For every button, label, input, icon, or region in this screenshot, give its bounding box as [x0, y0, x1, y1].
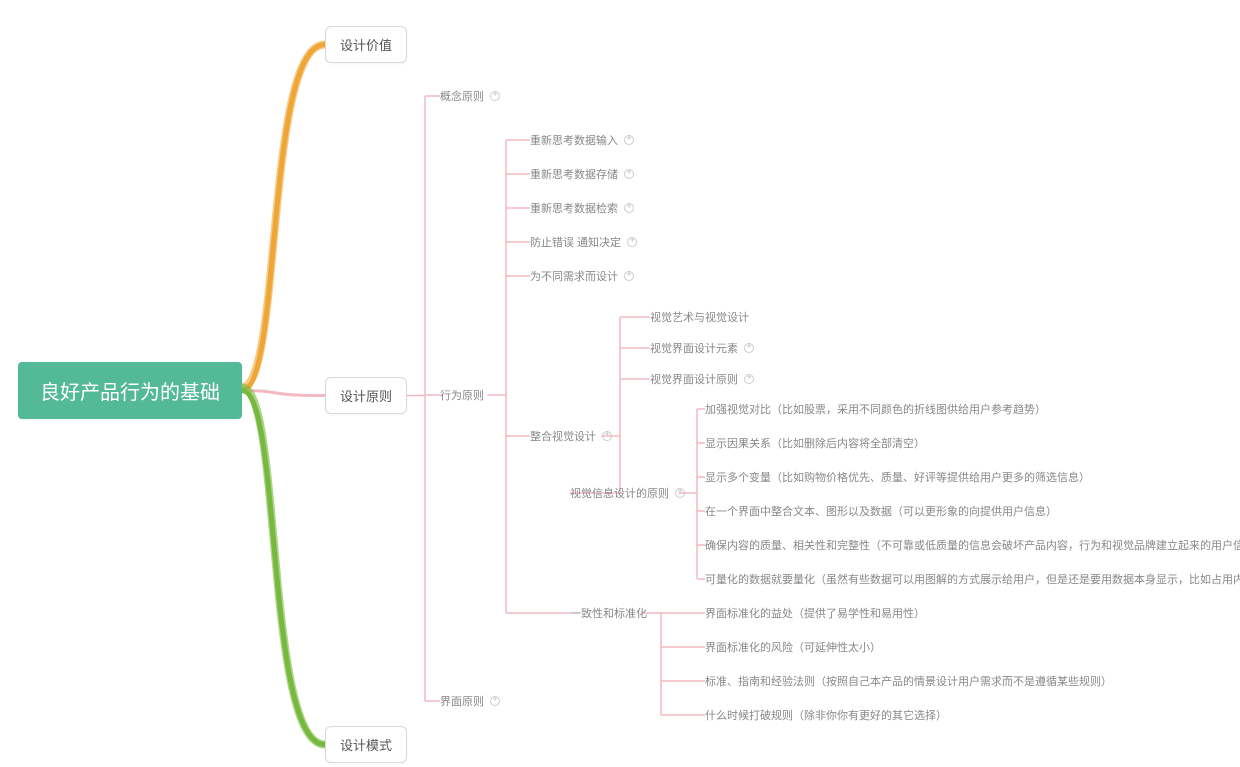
expand-icon[interactable]: [627, 237, 637, 247]
level1-v2[interactable]: 设计原则: [325, 377, 407, 414]
behavior-b6: 整合视觉设计: [530, 428, 612, 444]
expand-icon[interactable]: [624, 271, 634, 281]
consistency-cs4: 什么时候打破规则（除非你你有更好的其它选择）: [705, 707, 947, 723]
visualdesign-vd3: 视觉界面设计原则: [650, 371, 754, 387]
consistency-cs2: 界面标准化的风险（可延伸性太小）: [705, 639, 881, 655]
visualinfo-vi4: 在一个界面中整合文本、图形以及数据（可以更形象的向提供用户信息）: [705, 503, 1057, 519]
behavior-b7: 一致性和标准化: [570, 605, 647, 621]
expand-icon[interactable]: [675, 488, 685, 498]
level1-v1[interactable]: 设计价值: [325, 26, 407, 63]
visualinfo-vi6: 可量化的数据就要量化（虽然有些数据可以用图解的方式展示给用户，但是还是要用数据本…: [705, 571, 1240, 587]
expand-icon[interactable]: [744, 343, 754, 353]
expand-icon[interactable]: [490, 91, 500, 101]
expand-icon[interactable]: [602, 431, 612, 441]
expand-icon[interactable]: [624, 203, 634, 213]
visualinfo-vi2: 显示因果关系（比如删除后内容将全部清空）: [705, 435, 925, 451]
consistency-cs3: 标准、指南和经验法则（按照自己本产品的情景设计用户需求而不是遵循某些规则）: [705, 673, 1112, 689]
behavior-b3: 重新思考数据检索: [530, 200, 634, 216]
principle-c3: 界面原则: [440, 693, 500, 709]
behavior-b1: 重新思考数据输入: [530, 132, 634, 148]
behavior-b2: 重新思考数据存储: [530, 166, 634, 182]
visualdesign-vd2: 视觉界面设计元素: [650, 340, 754, 356]
behavior-b4: 防止错误 通知决定: [530, 234, 637, 250]
expand-icon[interactable]: [624, 135, 634, 145]
expand-icon[interactable]: [744, 374, 754, 384]
expand-icon[interactable]: [624, 169, 634, 179]
principle-c1: 概念原则: [440, 88, 500, 104]
expand-icon[interactable]: [490, 696, 500, 706]
level1-v3[interactable]: 设计模式: [325, 726, 407, 763]
visualinfo-vi3: 显示多个变量（比如购物价格优先、质量、好评等提供给用户更多的筛选信息）: [705, 469, 1090, 485]
consistency-cs1: 界面标准化的益处（提供了易学性和易用性）: [705, 605, 925, 621]
principle-c2: 行为原则: [440, 387, 484, 403]
visualdesign-vd1: 视觉艺术与视觉设计: [650, 309, 749, 325]
root-node[interactable]: 良好产品行为的基础: [18, 362, 242, 419]
mindmap-canvas: 良好产品行为的基础 设计价值设计原则设计模式 概念原则行为原则界面原则 重新思考数据输…: [0, 0, 1240, 767]
visualinfo-vi5: 确保内容的质量、相关性和完整性（不可靠或低质量的信息会破坏产品内容，行为和视觉品…: [705, 537, 1240, 553]
visualinfo-vi1: 加强视觉对比（比如股票，采用不同颜色的折线图供给用户参考趋势）: [705, 401, 1046, 417]
visualdesign-vd4: 视觉信息设计的原则: [570, 485, 685, 501]
behavior-b5: 为不同需求而设计: [530, 268, 634, 284]
